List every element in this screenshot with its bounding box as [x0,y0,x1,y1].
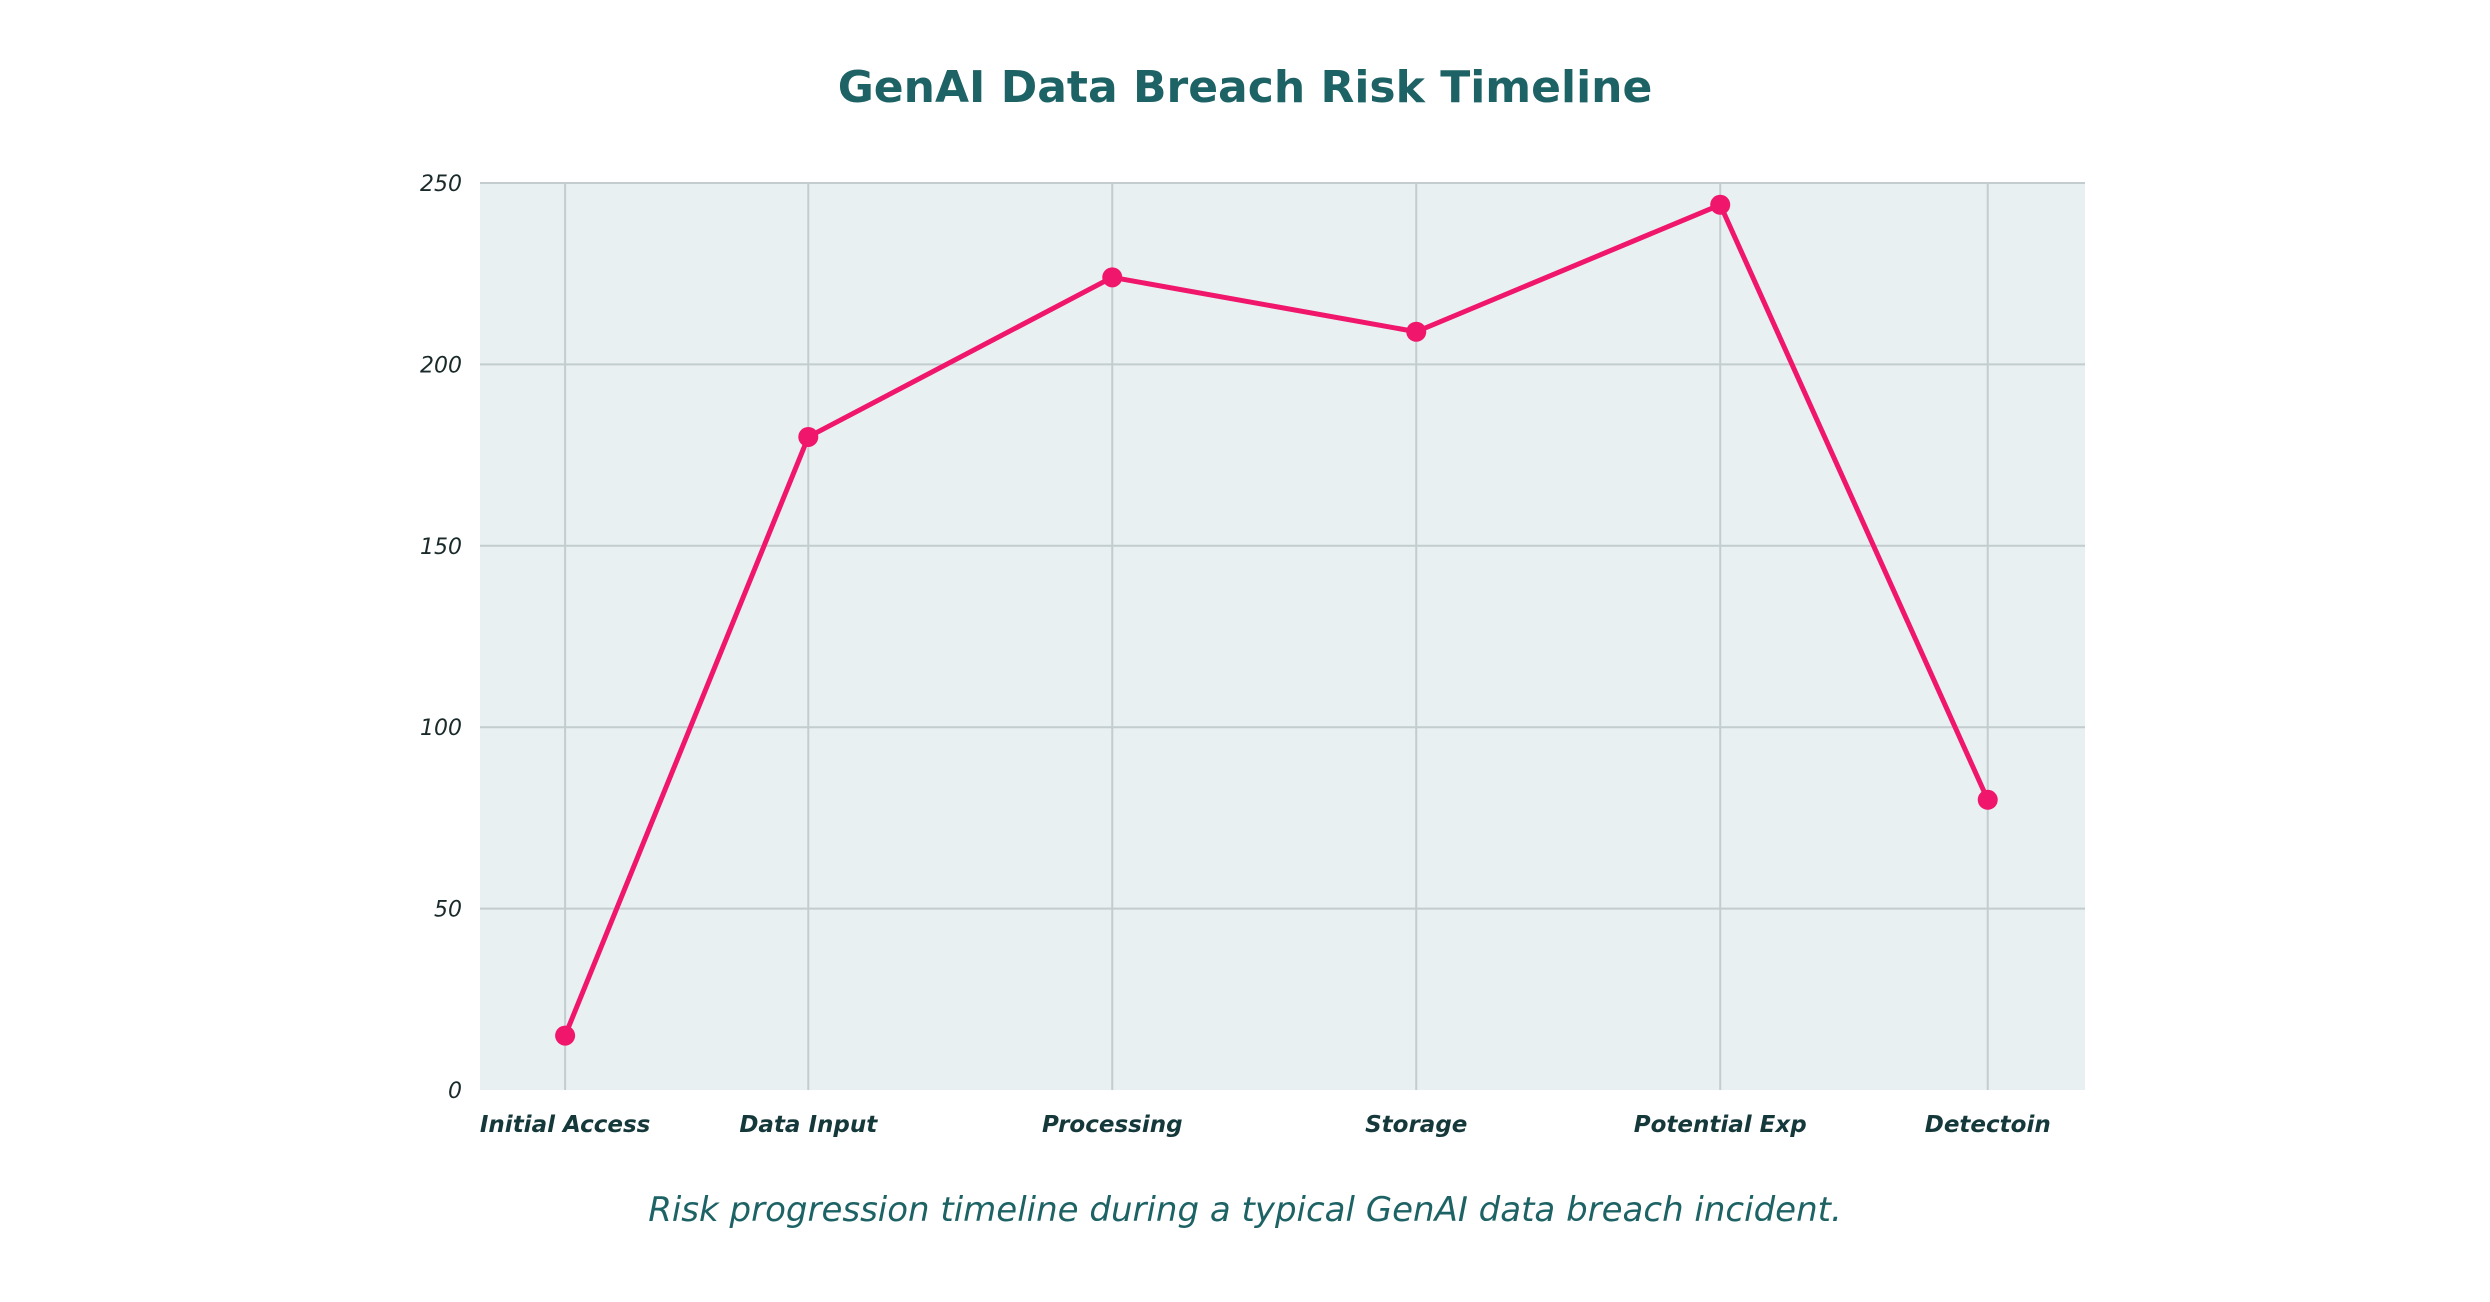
figure-caption: Risk progression timeline during a typic… [648,1190,1842,1230]
y-axis-ticks: 0 50 100 150 200 250 [420,172,462,1104]
x-tick-label: Initial Access [480,1112,650,1138]
x-tick-label: Potential Exp [1634,1112,1807,1138]
x-tick-label: Data Input [739,1112,878,1138]
y-tick-label: 150 [420,535,462,560]
y-tick-label: 0 [448,1079,462,1104]
data-point-6 [1977,789,1998,810]
data-point-2 [798,426,819,447]
data-point-1 [555,1025,576,1046]
x-tick-label: Detectoin [1925,1112,2051,1138]
y-tick-label: 100 [420,716,462,741]
y-tick-label: 50 [434,898,462,923]
plot-area [480,183,2085,1090]
data-point-3 [1102,267,1123,288]
y-tick-label: 250 [420,172,462,197]
series-risk [555,194,1998,1046]
data-point-4 [1406,321,1427,342]
chart-title: GenAI Data Breach Risk Timeline [837,62,1653,113]
x-tick-label: Storage [1365,1112,1467,1138]
series-line [562,202,1991,1037]
data-point-5 [1710,194,1731,215]
y-tick-label: 200 [420,353,462,378]
x-axis-ticks: Initial Access Data Input Processing Storag… [480,1112,2051,1138]
x-tick-label: Processing [1042,1112,1183,1138]
